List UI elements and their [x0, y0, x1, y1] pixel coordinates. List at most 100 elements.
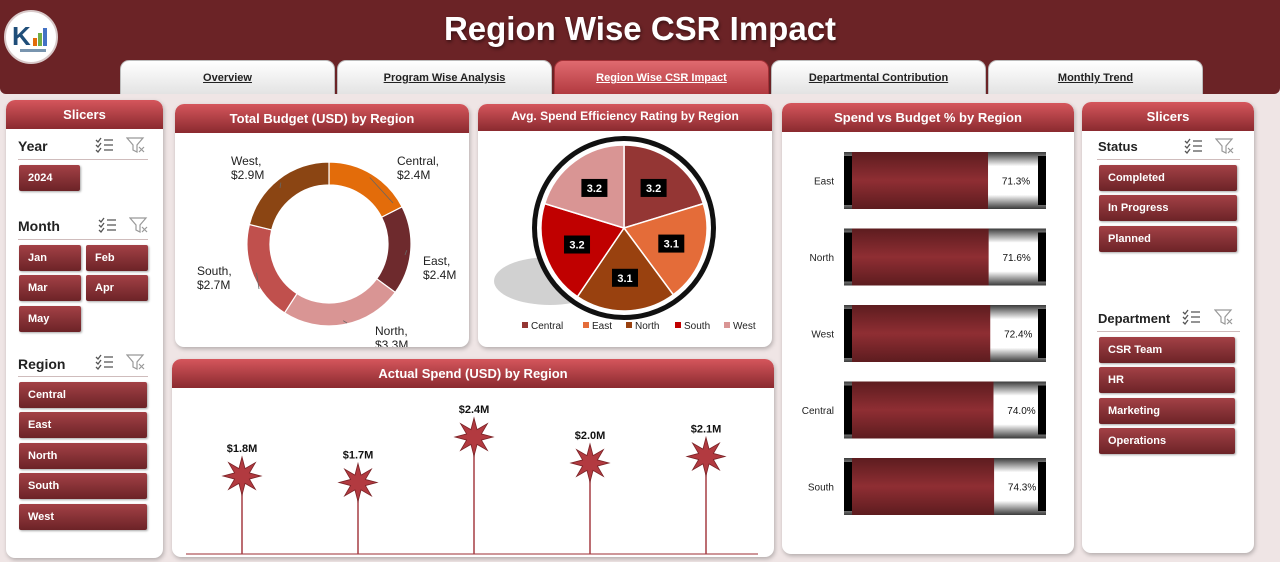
status-slicer-title: Status: [1098, 139, 1138, 154]
star-marker-east: [337, 461, 379, 504]
tab-monthly-trend[interactable]: Monthly Trend: [988, 60, 1203, 94]
data-label: $2.0M: [575, 430, 606, 442]
data-label: East, $2.4M: [423, 254, 456, 282]
legend-swatch: [626, 322, 632, 328]
tab-region-wise-csr-impact[interactable]: Region Wise CSR Impact: [554, 60, 769, 94]
bar-cap: [844, 309, 852, 358]
legend-item: Central: [531, 321, 563, 332]
company-logo: K: [4, 10, 58, 64]
multi-select-icon[interactable]: [97, 216, 117, 234]
bar-cap: [844, 462, 852, 511]
divider: [1097, 159, 1240, 160]
data-label: 3.1: [664, 239, 679, 251]
right-slicers-panel: Slicers Status Completed In Progress Pla…: [1082, 102, 1254, 553]
slicer-region-item[interactable]: Central: [19, 382, 147, 408]
department-slicer-title: Department: [1098, 311, 1171, 326]
slicer-department-item[interactable]: Marketing: [1099, 398, 1235, 424]
slicer-region-item[interactable]: West: [19, 504, 147, 530]
multi-select-icon[interactable]: [1181, 308, 1201, 326]
clear-filter-icon[interactable]: [129, 216, 149, 234]
right-slicers-title: Slicers: [1082, 102, 1254, 131]
data-label: North, $3.3M: [375, 324, 408, 347]
slicer-month-item[interactable]: Jan: [19, 245, 81, 271]
legend-swatch: [583, 322, 589, 328]
multi-select-icon[interactable]: [94, 136, 114, 154]
multi-select-icon[interactable]: [1183, 137, 1203, 155]
data-label-box: [640, 178, 667, 197]
slicer-year-item[interactable]: 2024: [19, 165, 80, 191]
clear-filter-icon[interactable]: [126, 353, 146, 371]
slicer-status-item[interactable]: Planned: [1099, 226, 1237, 252]
slicer-region-item[interactable]: East: [19, 412, 147, 438]
data-label: 3.2: [646, 183, 661, 195]
spend-vs-budget-panel: Spend vs Budget % by Region 71.3% East 71.…: [782, 103, 1074, 554]
slicer-region-item[interactable]: North: [19, 443, 147, 469]
slicer-status-item[interactable]: Completed: [1099, 165, 1237, 191]
total-budget-panel: Total Budget (USD) by Region Central, $2.…: [175, 104, 469, 347]
data-label-value: $2.4M: [423, 268, 456, 282]
tab-overview[interactable]: Overview: [120, 60, 335, 94]
tab-departmental-contribution[interactable]: Departmental Contribution: [771, 60, 986, 94]
data-label: 74.0%: [1007, 406, 1035, 417]
chart-title: Avg. Spend Efficiency Rating by Region: [478, 104, 772, 131]
data-label: $1.8M: [227, 443, 258, 455]
bar-central: [852, 381, 994, 439]
y-tick-label: West: [811, 330, 834, 341]
data-label: $2.4M: [459, 404, 490, 416]
left-slicers-panel: Slicers Year 2024 Month Jan Feb Mar Apr …: [6, 100, 163, 558]
clear-filter-icon[interactable]: [126, 136, 146, 154]
slicer-status-item[interactable]: In Progress: [1099, 195, 1237, 221]
pie-chart: 3.2 3.1 3.1 3.2 3.2 Central East North South West: [494, 136, 756, 332]
data-label: $1.7M: [343, 450, 374, 462]
actual-spend-panel: Actual Spend (USD) by Region $1.8MCentra…: [172, 359, 774, 557]
bar-cap: [844, 156, 852, 205]
slicer-department-item[interactable]: HR: [1099, 367, 1235, 393]
bar-south: [852, 458, 995, 515]
bar-cap: [844, 232, 852, 282]
tab-program-wise-analysis[interactable]: Program Wise Analysis: [337, 60, 552, 94]
multi-select-icon[interactable]: [94, 353, 114, 371]
svg-text:K: K: [12, 21, 31, 51]
slicer-month-item[interactable]: Mar: [19, 275, 81, 301]
year-slicer-title: Year: [18, 138, 48, 154]
data-label: 3.2: [569, 240, 584, 252]
y-tick-label: South: [808, 483, 834, 494]
data-label-value: $2.4M: [397, 168, 430, 182]
actual-spend-chart: $1.8MCentral$1.7MEast$2.4MNorth$2.0MSout…: [186, 404, 758, 555]
data-label-category: South,: [197, 264, 232, 278]
bar-cap: [1038, 385, 1046, 435]
divider: [18, 239, 148, 240]
slicer-month-item[interactable]: Apr: [86, 275, 148, 301]
star-marker-west: [685, 435, 727, 478]
donut-slice-east: [375, 206, 412, 294]
bar-cap: [1038, 309, 1046, 358]
bar-cap: [1038, 232, 1046, 282]
clear-filter-icon[interactable]: [1215, 137, 1235, 155]
data-label: 3.2: [587, 183, 602, 195]
data-label-box: [611, 268, 638, 287]
leader-line: [279, 182, 282, 189]
legend-swatch: [724, 322, 730, 328]
star-marker-north: [453, 416, 495, 458]
star-marker-central: [221, 455, 263, 497]
slicer-region-item[interactable]: South: [19, 473, 147, 499]
data-label-category: North,: [375, 324, 408, 338]
star-marker-south: [569, 442, 611, 484]
legend-swatch: [675, 322, 681, 328]
left-slicers-title: Slicers: [6, 100, 163, 129]
bar-east: [852, 152, 989, 209]
slicer-month-item[interactable]: Feb: [86, 245, 148, 271]
legend-item: East: [592, 321, 612, 332]
data-label-box: [564, 235, 591, 254]
slicer-department-item[interactable]: CSR Team: [1099, 337, 1235, 363]
chart-title: Total Budget (USD) by Region: [175, 104, 469, 133]
donut-slice-south: [246, 223, 298, 314]
slicer-month-item[interactable]: May: [19, 306, 81, 332]
data-label-category: East,: [423, 254, 450, 268]
bar-cap: [1038, 156, 1046, 205]
slicer-department-item[interactable]: Operations: [1099, 428, 1235, 454]
data-label: 72.4%: [1004, 330, 1032, 341]
data-label: 3.1: [617, 273, 632, 285]
clear-filter-icon[interactable]: [1214, 308, 1234, 326]
data-label-box: [658, 234, 685, 253]
